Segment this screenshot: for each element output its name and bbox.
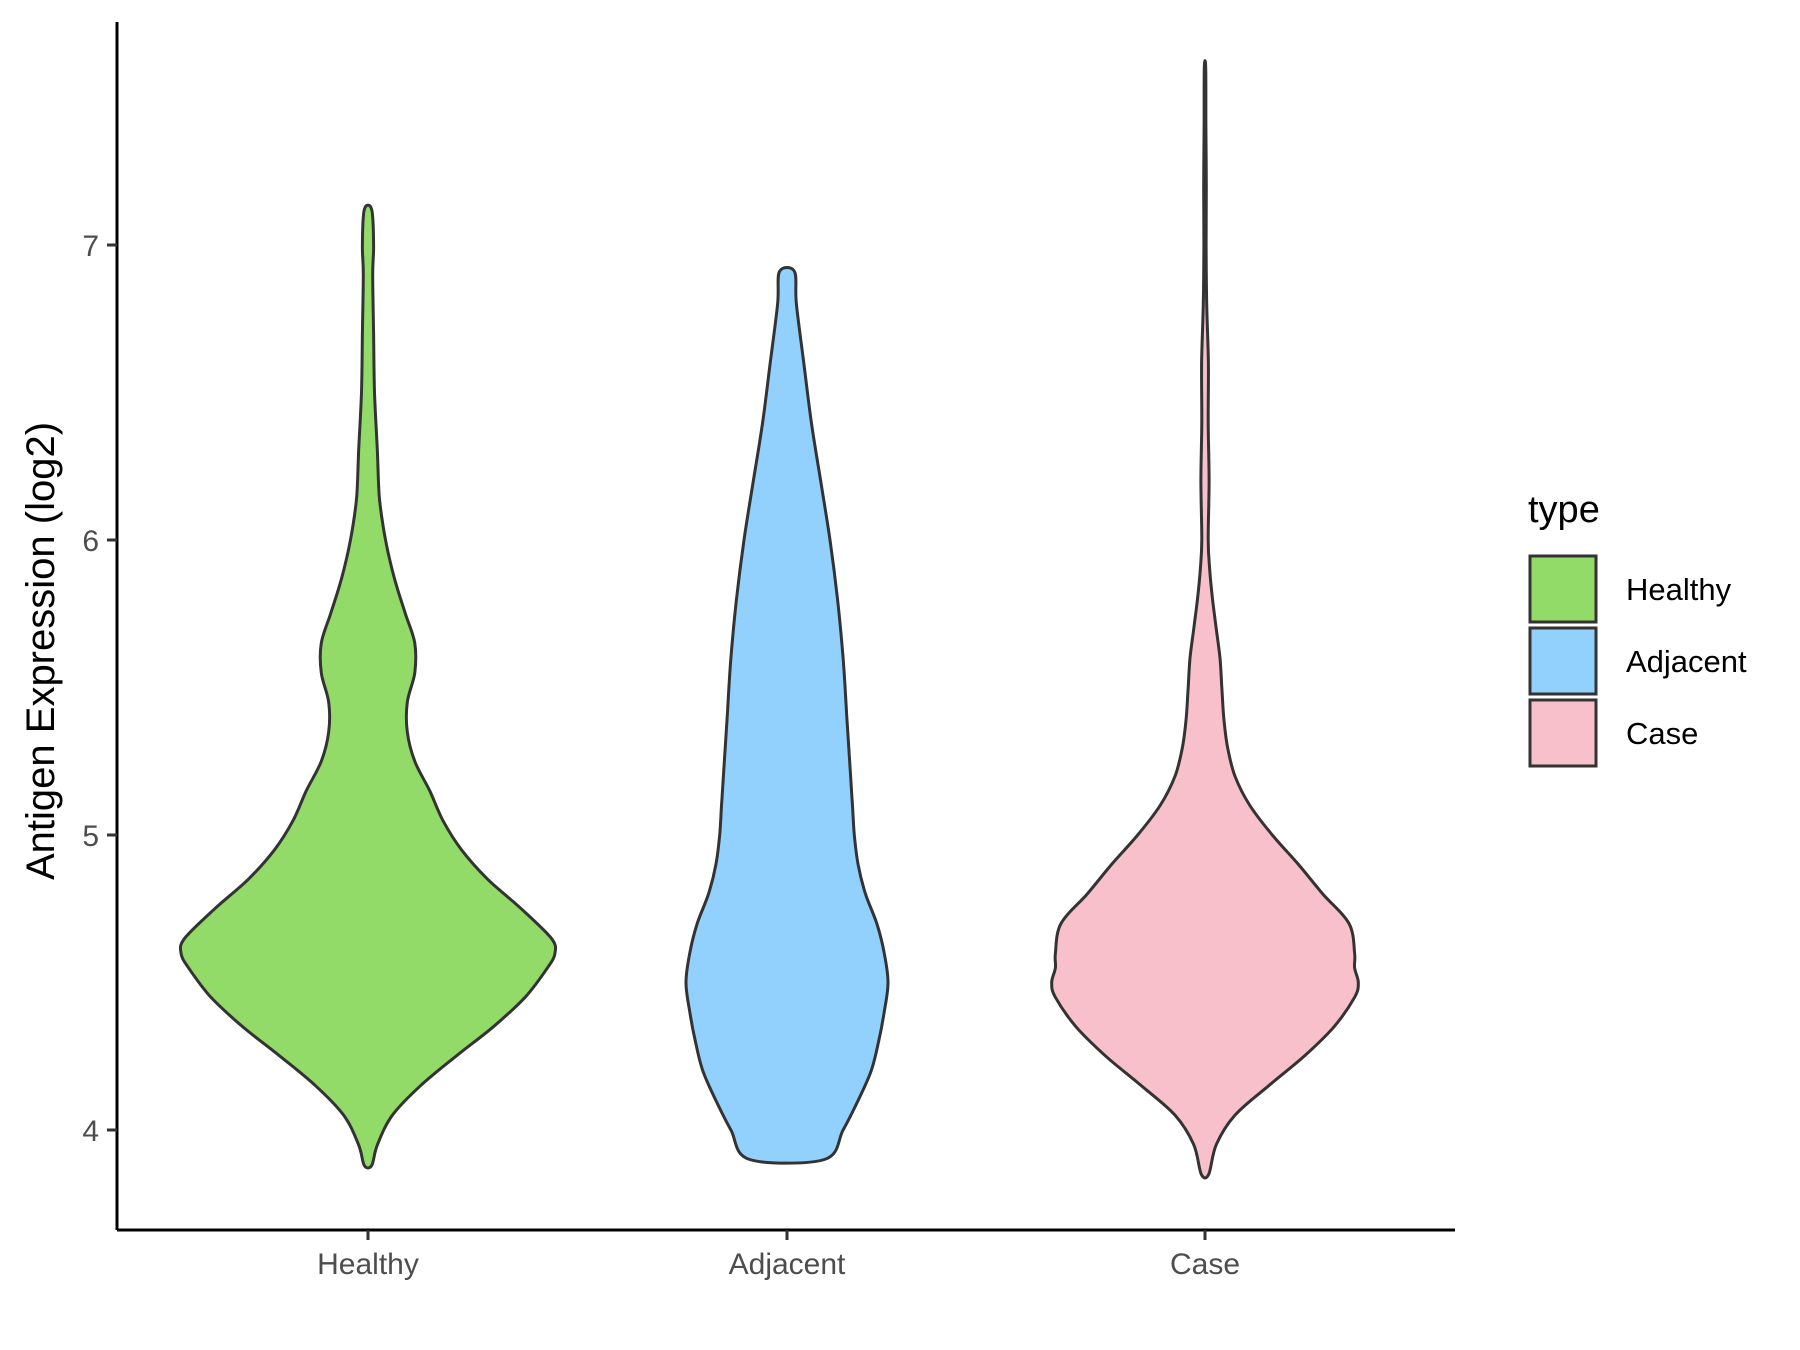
- y-axis-title: Antigen Expression (log2): [19, 422, 63, 880]
- y-tick-label: 6: [82, 525, 99, 558]
- legend-swatch-adjacent: [1528, 626, 1598, 696]
- x-tick-label: Healthy: [317, 1248, 419, 1281]
- x-tick-label: Adjacent: [729, 1248, 846, 1281]
- legend-label-healthy: Healthy: [1626, 572, 1732, 607]
- x-tick-label: Case: [1170, 1248, 1240, 1281]
- legend-label-case: Case: [1626, 716, 1698, 751]
- violin-layer: [178, 59, 1360, 1180]
- legend-swatch-healthy: [1528, 554, 1598, 624]
- legend-swatch-case: [1528, 698, 1598, 768]
- legend: type Healthy Adjacent Case: [1528, 489, 1747, 768]
- legend-label-adjacent: Adjacent: [1626, 644, 1747, 679]
- y-tick-label: 5: [82, 820, 99, 853]
- x-ticks: Healthy Adjacent Case: [317, 1230, 1240, 1281]
- legend-entries: Healthy Adjacent Case: [1528, 554, 1747, 768]
- axes: 4 5 6 7 Healthy Adjacent Case: [82, 22, 1455, 1281]
- violin-healthy: [178, 203, 558, 1170]
- violin-adjacent: [684, 265, 890, 1165]
- y-ticks: 4 5 6 7: [82, 230, 117, 1148]
- legend-title: type: [1528, 489, 1600, 531]
- y-tick-label: 7: [82, 230, 99, 263]
- violin-case: [1050, 59, 1360, 1180]
- y-tick-label: 4: [82, 1115, 99, 1148]
